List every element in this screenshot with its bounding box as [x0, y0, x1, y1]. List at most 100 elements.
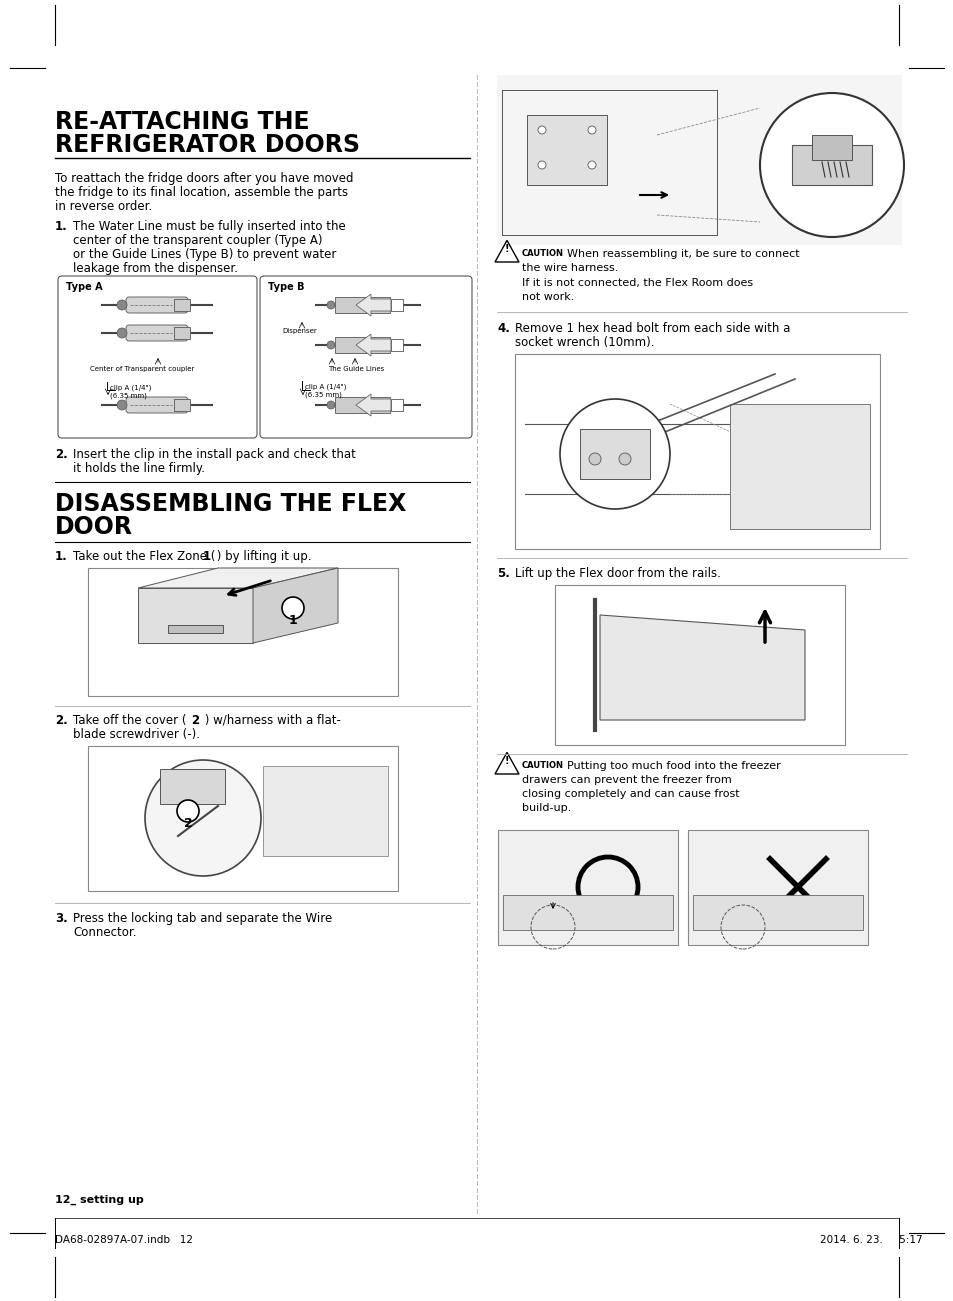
Bar	[88, 745, 397, 891]
Text: 1.: 1.	[55, 550, 68, 563]
Polygon shape	[599, 615, 804, 719]
Circle shape	[327, 341, 335, 349]
Text: closing completely and can cause frost: closing completely and can cause frost	[521, 788, 739, 799]
Circle shape	[587, 126, 596, 134]
Text: the wire harness.: the wire harness.	[521, 263, 618, 273]
Text: 2: 2	[191, 714, 199, 727]
Text: Lift up the Flex door from the rails.: Lift up the Flex door from the rails.	[515, 567, 720, 580]
FancyBboxPatch shape	[260, 276, 472, 438]
Bar	[497, 830, 678, 945]
Text: Connector.: Connector.	[73, 926, 136, 939]
Bar	[168, 624, 223, 634]
Bar	[526, 114, 606, 185]
Text: 2.: 2.	[55, 448, 68, 461]
Text: To reattach the fridge doors after you have moved: To reattach the fridge doors after you h…	[55, 172, 354, 185]
Bar	[497, 75, 901, 245]
Polygon shape	[253, 569, 337, 643]
Text: clip A (1/4"): clip A (1/4")	[305, 384, 346, 390]
Polygon shape	[495, 752, 518, 774]
Text: If it is not connected, the Flex Room does: If it is not connected, the Flex Room do…	[521, 278, 752, 288]
Text: center of the transparent coupler (Type A): center of the transparent coupler (Type …	[73, 234, 322, 247]
Circle shape	[760, 92, 903, 237]
Text: Remove 1 hex head bolt from each side with a: Remove 1 hex head bolt from each side wi…	[515, 323, 789, 334]
Circle shape	[588, 453, 600, 464]
Text: 1: 1	[289, 614, 297, 627]
Text: Type B: Type B	[268, 282, 304, 291]
Text: !: !	[504, 756, 509, 766]
Text: DISASSEMBLING THE FLEX: DISASSEMBLING THE FLEX	[55, 492, 406, 516]
Circle shape	[587, 161, 596, 169]
Text: in reverse order.: in reverse order.	[55, 200, 152, 213]
Text: 2.: 2.	[55, 714, 68, 727]
Bar	[335, 337, 390, 353]
Text: (6.35 mm): (6.35 mm)	[110, 393, 147, 399]
Text: !: !	[504, 243, 509, 254]
Text: Take out the Flex Zone (: Take out the Flex Zone (	[73, 550, 219, 563]
Bar	[391, 340, 402, 351]
Text: ) w/harness with a flat-: ) w/harness with a flat-	[201, 714, 340, 727]
Text: leakage from the dispenser.: leakage from the dispenser.	[73, 262, 237, 275]
Polygon shape	[355, 334, 391, 356]
Text: or the Guide Lines (Type B) to prevent water: or the Guide Lines (Type B) to prevent w…	[73, 248, 336, 262]
Text: Insert the clip in the install pack and check that: Insert the clip in the install pack and …	[73, 448, 355, 461]
Polygon shape	[729, 405, 869, 530]
FancyBboxPatch shape	[126, 325, 188, 341]
Text: blade screwdriver (-).: blade screwdriver (-).	[73, 729, 200, 742]
Circle shape	[537, 126, 545, 134]
Polygon shape	[138, 588, 253, 643]
Circle shape	[117, 301, 127, 310]
FancyBboxPatch shape	[126, 397, 188, 412]
Text: Center of Transparent coupler: Center of Transparent coupler	[90, 366, 194, 372]
Bar	[335, 297, 390, 314]
Text: DA68-02897A-07.indb   12: DA68-02897A-07.indb 12	[55, 1235, 193, 1245]
Text: DOOR: DOOR	[55, 515, 132, 539]
Text: the fridge to its final location, assemble the parts: the fridge to its final location, assemb…	[55, 186, 348, 199]
Circle shape	[282, 597, 304, 619]
Text: it holds the line firmly.: it holds the line firmly.	[73, 462, 205, 475]
FancyBboxPatch shape	[126, 297, 188, 314]
Text: The Water Line must be fully inserted into the: The Water Line must be fully inserted in…	[73, 220, 345, 233]
Text: The Guide Lines: The Guide Lines	[328, 366, 384, 372]
Bar	[335, 397, 390, 412]
Bar	[173, 327, 190, 340]
Polygon shape	[263, 766, 388, 856]
Text: drawers can prevent the freezer from: drawers can prevent the freezer from	[521, 775, 731, 785]
Text: not work.: not work.	[521, 291, 574, 302]
Bar	[692, 895, 862, 930]
Bar	[579, 429, 649, 479]
Circle shape	[117, 328, 127, 338]
Text: When reassembling it, be sure to connect: When reassembling it, be sure to connect	[566, 248, 799, 259]
Text: build-up.: build-up.	[521, 803, 571, 813]
Text: CAUTION: CAUTION	[521, 761, 563, 770]
Text: Take off the cover (: Take off the cover (	[73, 714, 190, 727]
Text: 1.: 1.	[55, 220, 68, 233]
Circle shape	[177, 800, 199, 822]
Text: (6.35 mm): (6.35 mm)	[305, 392, 341, 398]
Text: CAUTION: CAUTION	[521, 248, 563, 258]
Bar	[173, 299, 190, 311]
Text: ) by lifting it up.: ) by lifting it up.	[213, 550, 312, 563]
Circle shape	[327, 301, 335, 310]
Text: 2014. 6. 23.     5:17: 2014. 6. 23. 5:17	[820, 1235, 922, 1245]
Text: Putting too much food into the freezer: Putting too much food into the freezer	[566, 761, 780, 771]
Text: 5.: 5.	[497, 567, 509, 580]
Circle shape	[537, 161, 545, 169]
Circle shape	[145, 760, 261, 876]
Circle shape	[559, 399, 669, 509]
Text: REFRIGERATOR DOORS: REFRIGERATOR DOORS	[55, 133, 359, 157]
Bar	[687, 830, 867, 945]
Text: 2: 2	[184, 817, 193, 830]
Bar	[555, 585, 844, 745]
Circle shape	[117, 399, 127, 410]
Bar	[160, 769, 225, 804]
Text: clip A (1/4"): clip A (1/4")	[110, 385, 152, 392]
Text: RE-ATTACHING THE: RE-ATTACHING THE	[55, 111, 310, 134]
Polygon shape	[495, 241, 518, 262]
Text: 3.: 3.	[55, 912, 68, 925]
Text: socket wrench (10mm).: socket wrench (10mm).	[515, 336, 654, 349]
Text: Dispenser: Dispenser	[282, 328, 316, 334]
Bar	[173, 399, 190, 411]
Text: 1: 1	[203, 550, 211, 563]
Bar	[811, 135, 851, 160]
Text: 12_ setting up: 12_ setting up	[55, 1196, 144, 1205]
